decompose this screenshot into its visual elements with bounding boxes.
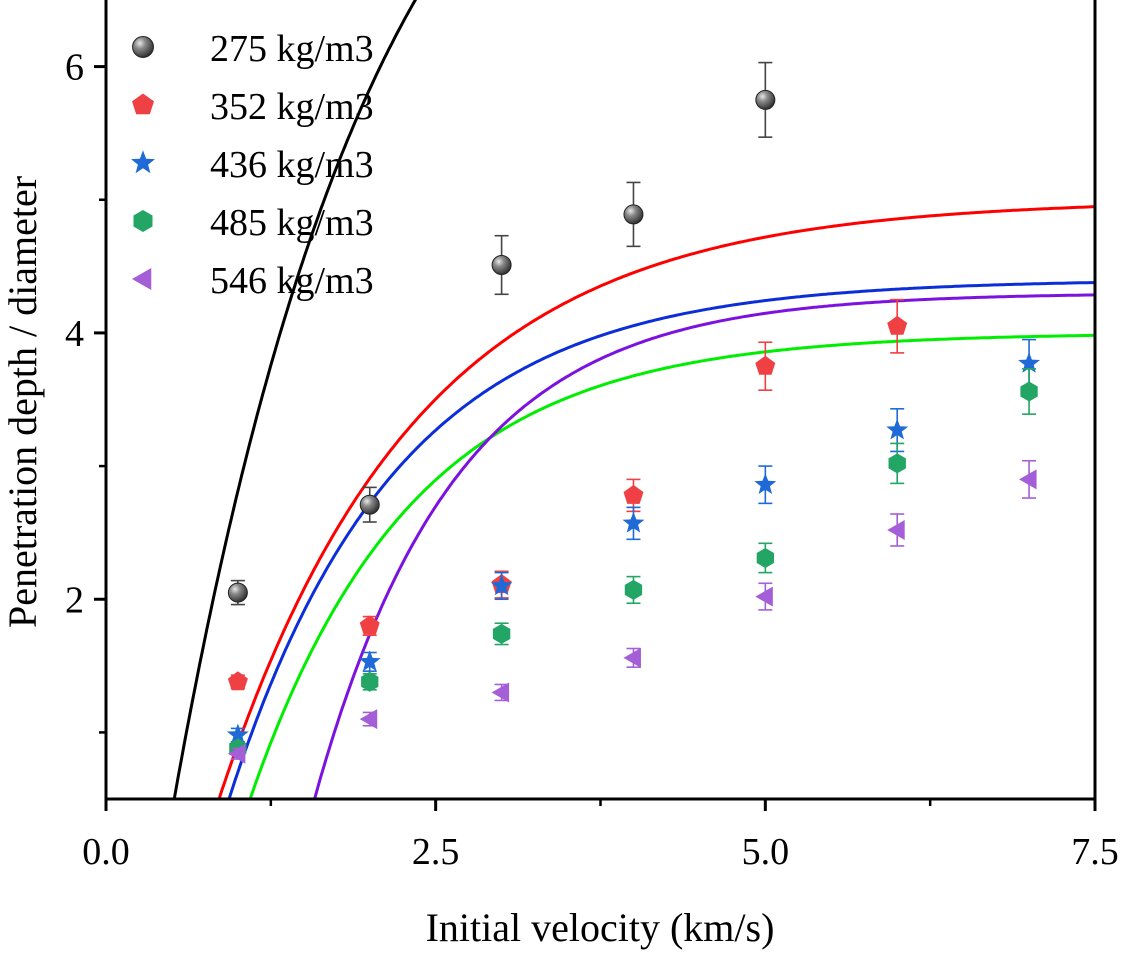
data-point <box>359 494 380 515</box>
series-2 <box>227 298 908 691</box>
legend: 275 kg/m3 352 kg/m3 436 kg/m3 485 kg/m3 546 … <box>131 28 374 302</box>
fit-curve-5 <box>313 293 1094 799</box>
data-point <box>492 623 511 644</box>
data-point <box>491 255 512 276</box>
legend-marker-4 <box>133 210 153 232</box>
data-point <box>886 418 909 440</box>
data-point <box>359 615 380 635</box>
data-point <box>227 582 248 603</box>
y-tick-label: 2 <box>65 579 84 621</box>
data-point <box>887 520 905 541</box>
data-point <box>756 548 774 568</box>
data-point <box>1019 469 1037 490</box>
series-3 <box>226 338 1040 745</box>
y-tick-label: 6 <box>65 47 84 89</box>
x-tick-label: 2.5 <box>412 831 460 873</box>
legend-label-2: 352 kg/m3 <box>210 86 374 128</box>
legend-marker-1 <box>132 36 154 58</box>
x-tick-label: 7.5 <box>1071 831 1119 873</box>
legend-label-5: 546 kg/m3 <box>210 260 374 302</box>
data-point <box>490 574 513 596</box>
x-axis-title: Initial velocity (km/s) <box>426 905 775 950</box>
legend-marker-5 <box>132 268 152 290</box>
x-tick-label: 0.0 <box>82 831 130 873</box>
data-point <box>755 586 773 607</box>
data-point <box>623 204 644 225</box>
data-point <box>491 682 510 703</box>
data-point <box>754 473 777 494</box>
fit-curve-4 <box>248 333 1094 799</box>
y-tick-label: 4 <box>65 313 84 355</box>
data-point <box>359 709 378 730</box>
legend-label-1: 275 kg/m3 <box>210 28 374 70</box>
data-point <box>1018 352 1040 373</box>
data-point <box>755 355 776 375</box>
data-point <box>624 579 643 600</box>
data-point <box>361 671 379 692</box>
series-5 <box>227 459 1037 764</box>
legend-marker-3 <box>131 150 155 174</box>
legend-label-3: 436 kg/m3 <box>210 144 374 186</box>
fit-curve-2 <box>217 205 1095 799</box>
legend-marker-2 <box>132 93 154 115</box>
y-axis-title: Penetration depth / diameter <box>0 176 45 628</box>
data-point <box>887 315 908 335</box>
fit-curve-3 <box>227 281 1095 799</box>
fit-curve-1 <box>172 0 418 799</box>
data-point <box>755 89 776 110</box>
data-point <box>888 453 906 474</box>
data-point <box>622 511 645 533</box>
data-point <box>226 723 249 745</box>
data-point <box>623 647 641 668</box>
axes: 0.0 2.5 5.0 7.5 2 4 6 <box>65 0 1119 873</box>
x-tick-label: 5.0 <box>742 831 790 873</box>
fit-curves <box>172 0 1095 799</box>
series-4 <box>229 368 1038 759</box>
legend-label-4: 485 kg/m3 <box>210 202 374 244</box>
data-point <box>227 743 246 764</box>
data-point <box>623 484 644 504</box>
data-point <box>227 671 248 691</box>
data-point <box>1020 381 1038 402</box>
data-points <box>226 61 1040 764</box>
series-1 <box>227 61 776 606</box>
data-point <box>358 650 381 672</box>
